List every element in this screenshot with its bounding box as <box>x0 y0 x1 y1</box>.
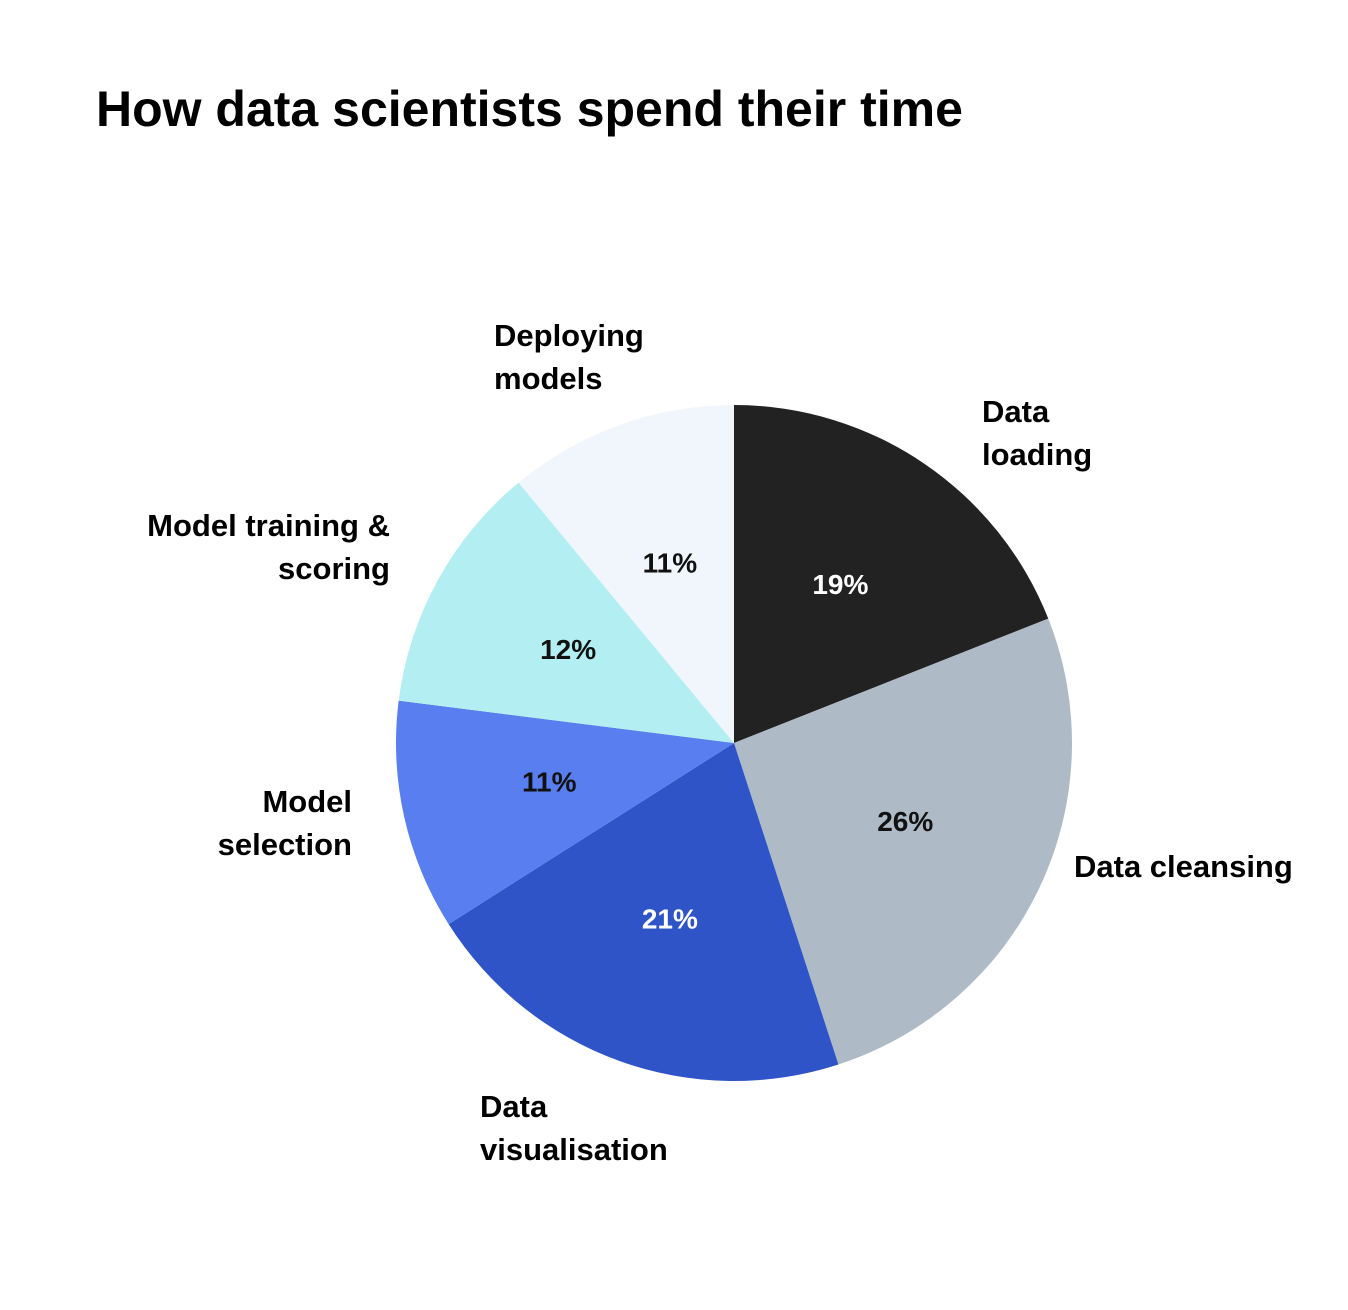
category-label: Data cleansing <box>1074 849 1293 884</box>
value-label: 12% <box>540 634 596 665</box>
pie-slice <box>398 482 734 743</box>
pie-slice <box>518 405 734 743</box>
chart-title: How data scientists spend their time <box>96 81 963 137</box>
pie-slice <box>395 700 734 925</box>
pie-slice <box>448 743 839 1081</box>
value-label: 19% <box>812 569 868 600</box>
category-label: Model selection <box>217 784 352 862</box>
value-label: 11% <box>643 547 698 578</box>
category-label: Data visualisation <box>480 1089 668 1167</box>
value-label: 11% <box>522 767 577 798</box>
category-label: Model training & scoring <box>147 508 390 586</box>
category-label: Deploying models <box>494 318 644 396</box>
pie-slice <box>734 618 1072 1065</box>
value-label: 26% <box>877 806 933 837</box>
pie-slice <box>734 405 1049 743</box>
category-label: Data loading <box>982 394 1093 472</box>
value-label: 21% <box>642 903 698 934</box>
